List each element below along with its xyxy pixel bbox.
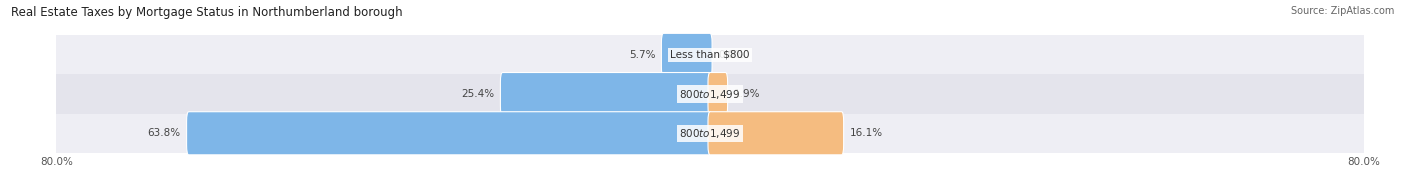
Text: $800 to $1,499: $800 to $1,499 [679, 88, 741, 101]
Bar [56, 74, 1364, 114]
Bar [56, 35, 1364, 74]
FancyBboxPatch shape [709, 112, 844, 155]
Text: 0.0%: 0.0% [718, 50, 744, 60]
FancyBboxPatch shape [187, 112, 711, 155]
Text: 16.1%: 16.1% [849, 128, 883, 138]
Text: 5.7%: 5.7% [628, 50, 655, 60]
Text: Real Estate Taxes by Mortgage Status in Northumberland borough: Real Estate Taxes by Mortgage Status in … [11, 6, 404, 19]
Text: 1.9%: 1.9% [734, 89, 761, 99]
Text: Less than $800: Less than $800 [671, 50, 749, 60]
FancyBboxPatch shape [661, 33, 711, 76]
Text: $800 to $1,499: $800 to $1,499 [679, 127, 741, 140]
FancyBboxPatch shape [709, 73, 727, 116]
Text: Source: ZipAtlas.com: Source: ZipAtlas.com [1291, 6, 1395, 16]
Text: 63.8%: 63.8% [148, 128, 180, 138]
FancyBboxPatch shape [501, 73, 711, 116]
Text: 25.4%: 25.4% [461, 89, 495, 99]
Legend: Without Mortgage, With Mortgage: Without Mortgage, With Mortgage [600, 194, 820, 196]
Bar [56, 114, 1364, 153]
